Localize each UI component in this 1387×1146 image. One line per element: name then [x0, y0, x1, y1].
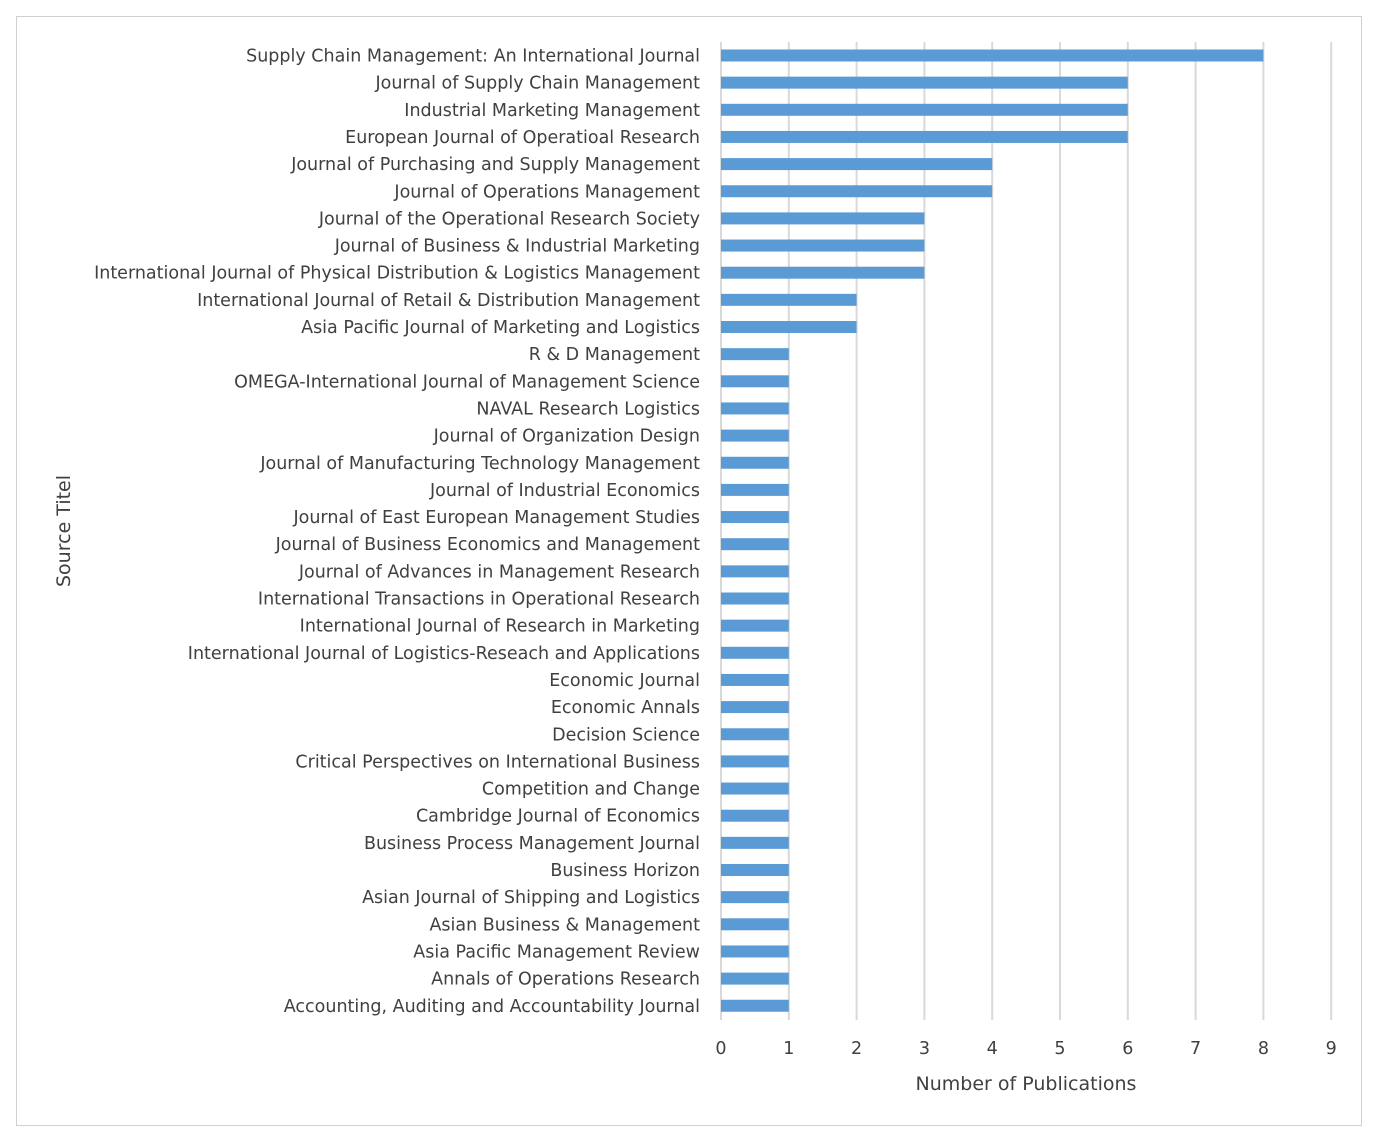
category-label: Journal of Industrial Economics	[429, 481, 700, 501]
x-tick-label: 7	[1190, 1039, 1201, 1059]
bar	[721, 918, 789, 931]
chart-frame	[16, 16, 1362, 1126]
bar	[721, 511, 789, 524]
bar	[721, 755, 789, 768]
category-label: Business Process Management Journal	[364, 834, 700, 854]
category-label: NAVAL Research Logistics	[476, 399, 700, 419]
bar	[721, 402, 789, 415]
category-label: Economic Annals	[551, 698, 700, 718]
bar	[721, 375, 789, 388]
bar	[721, 592, 789, 605]
bar	[721, 728, 789, 741]
category-label: OMEGA-International Journal of Managemen…	[234, 372, 700, 392]
bar	[721, 673, 789, 686]
category-label: Journal of Purchasing and Supply Managem…	[290, 155, 700, 175]
x-tick-label: 5	[1054, 1039, 1065, 1059]
category-label: Journal of Business Economics and Manage…	[275, 535, 701, 555]
x-tick-label: 9	[1326, 1039, 1337, 1059]
bar	[721, 321, 857, 333]
bar	[721, 293, 857, 306]
category-label: European Journal of Operatioal Research	[345, 128, 700, 148]
bar	[721, 158, 993, 171]
bar	[721, 483, 789, 496]
category-label: Journal of Operations Management	[393, 182, 700, 202]
bar	[721, 891, 789, 904]
category-label: International Journal of Retail & Distri…	[197, 291, 700, 311]
category-label: International Journal of Research in Mar…	[300, 617, 700, 637]
category-label: Journal of Business & Industrial Marketi…	[334, 237, 700, 257]
bar	[721, 619, 789, 632]
bar	[721, 701, 789, 714]
bar	[721, 782, 789, 795]
bar	[721, 103, 1128, 116]
category-label: Journal of Advances in Management Resear…	[298, 562, 700, 582]
bar	[721, 130, 1128, 143]
category-label: Asian Journal of Shipping and Logistics	[362, 888, 700, 908]
category-label: Annals of Operations Research	[431, 970, 700, 990]
category-label: Business Horizon	[550, 861, 700, 881]
category-label: R & D Management	[529, 345, 700, 365]
category-label: Journal of the Operational Research Soci…	[318, 209, 700, 229]
category-label: Journal of Manufacturing Technology Mana…	[259, 454, 700, 474]
bar	[721, 999, 789, 1012]
category-label: Cambridge Journal of Economics	[416, 807, 700, 827]
bar	[721, 646, 789, 659]
bar	[721, 456, 789, 469]
x-tick-label: 3	[919, 1039, 930, 1059]
x-tick-label: 8	[1258, 1039, 1269, 1059]
bar	[721, 76, 1128, 89]
bar	[721, 864, 789, 876]
bar	[721, 565, 789, 578]
bar	[721, 185, 993, 198]
bar	[721, 429, 789, 442]
x-tick-label: 6	[1122, 1039, 1133, 1059]
bar	[721, 836, 789, 849]
bar	[721, 538, 789, 551]
category-label: Asia Pacific Management Review	[413, 942, 700, 962]
category-labels: Supply Chain Management: An Internationa…	[94, 47, 700, 1017]
category-label: Supply Chain Management: An Internationa…	[246, 47, 700, 67]
category-label: Asia Pacific Journal of Marketing and Lo…	[301, 318, 700, 338]
category-label: Journal of Supply Chain Management	[374, 74, 700, 94]
category-label: Journal of East European Management Stud…	[292, 508, 700, 528]
bar	[721, 212, 925, 225]
x-tick-label: 0	[715, 1039, 726, 1059]
category-label: Accounting, Auditing and Accountability …	[284, 997, 700, 1017]
bar	[721, 348, 789, 361]
y-axis-title: Source Titel	[53, 475, 75, 587]
bar	[721, 945, 789, 958]
category-label: International Journal of Logistics-Resea…	[188, 644, 700, 664]
bar	[721, 49, 1264, 62]
category-label: Journal of Organization Design	[433, 427, 700, 447]
x-tick-label: 1	[783, 1039, 794, 1059]
category-label: Critical Perspectives on International B…	[295, 752, 700, 772]
x-tick-label: 4	[987, 1039, 998, 1059]
category-label: Economic Journal	[549, 671, 700, 691]
x-tick-labels: 0 1 2 3 4 5 6 7 8 9	[715, 1039, 1336, 1059]
bars	[721, 49, 1264, 1012]
bar	[721, 972, 789, 985]
x-tick-label: 2	[851, 1039, 862, 1059]
bar	[721, 266, 925, 279]
x-axis-title: Number of Publications	[916, 1073, 1137, 1095]
category-label: Asian Business & Management	[429, 915, 700, 935]
bar	[721, 239, 925, 252]
category-label: International Journal of Physical Distri…	[94, 264, 700, 284]
grid-lines	[720, 42, 1333, 1020]
category-label: Decision Science	[552, 725, 700, 745]
category-label: Competition and Change	[482, 780, 700, 800]
category-label: Industrial Marketing Management	[404, 101, 700, 121]
category-label: International Transactions in Operationa…	[258, 590, 700, 610]
bar	[721, 809, 789, 822]
